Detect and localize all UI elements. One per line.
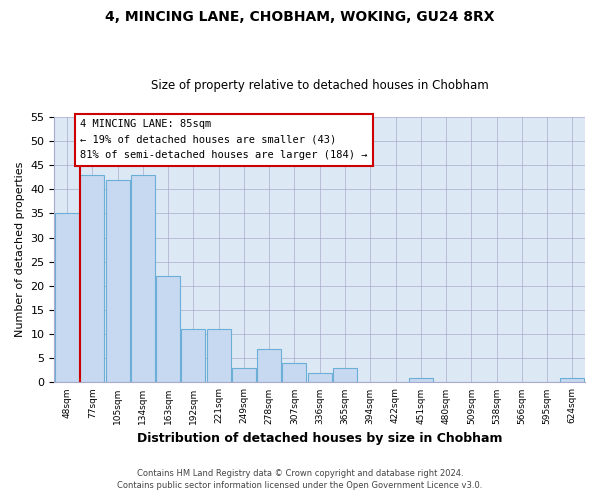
Bar	[206, 330, 230, 382]
Bar	[560, 378, 584, 382]
X-axis label: Distribution of detached houses by size in Chobham: Distribution of detached houses by size …	[137, 432, 502, 445]
Text: Contains HM Land Registry data © Crown copyright and database right 2024.
Contai: Contains HM Land Registry data © Crown c…	[118, 468, 482, 490]
Bar	[156, 276, 180, 382]
Bar	[232, 368, 256, 382]
Bar	[131, 174, 155, 382]
Title: Size of property relative to detached houses in Chobham: Size of property relative to detached ho…	[151, 79, 488, 92]
Bar	[80, 174, 104, 382]
Bar	[106, 180, 130, 382]
Y-axis label: Number of detached properties: Number of detached properties	[15, 162, 25, 338]
Text: 4, MINCING LANE, CHOBHAM, WOKING, GU24 8RX: 4, MINCING LANE, CHOBHAM, WOKING, GU24 8…	[105, 10, 495, 24]
Bar	[181, 330, 205, 382]
Text: 4 MINCING LANE: 85sqm
← 19% of detached houses are smaller (43)
81% of semi-deta: 4 MINCING LANE: 85sqm ← 19% of detached …	[80, 119, 368, 160]
Bar	[55, 214, 79, 382]
Bar	[308, 373, 332, 382]
Bar	[257, 348, 281, 382]
Bar	[409, 378, 433, 382]
Bar	[333, 368, 357, 382]
Bar	[283, 363, 307, 382]
